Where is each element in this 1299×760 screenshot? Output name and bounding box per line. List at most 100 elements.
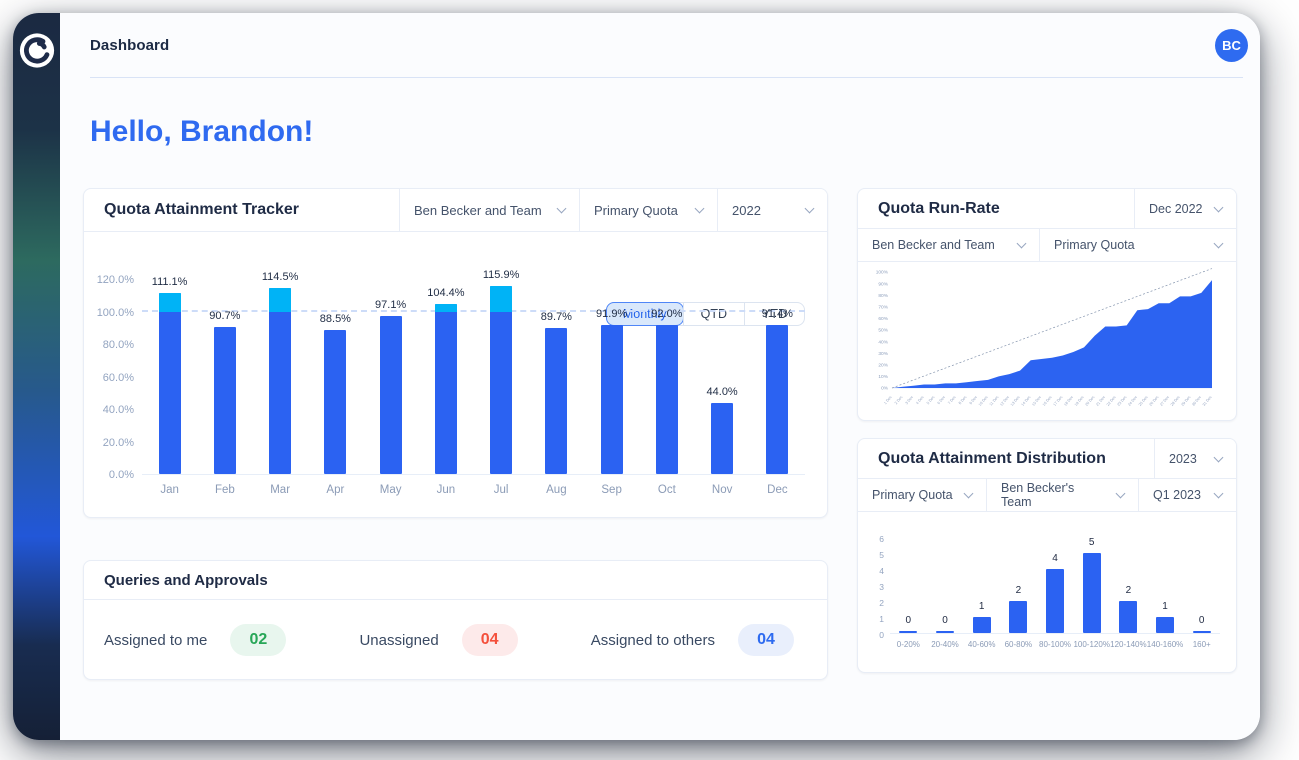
x-axis-label: 120-140%: [1110, 640, 1147, 649]
x-axis-label: 40-60%: [967, 640, 996, 649]
x-axis-label: 11 Dec: [989, 395, 1000, 407]
runrate-quota-value: Primary Quota: [1054, 238, 1135, 252]
top-bar: Dashboard BC: [60, 13, 1260, 77]
bar-column-20-40%: 0: [927, 538, 964, 633]
plot-area: 0 0 1 2 4 5 2 1 0 0-20% 20-40% 40-60% 60-80% 80-100%…: [890, 537, 1220, 649]
bar: [213, 326, 236, 474]
bar-value-label: 2: [1125, 585, 1132, 596]
x-axis-label: Nov: [711, 484, 733, 496]
x-axis-label: 24 Dec: [1127, 395, 1138, 407]
dist-quota-dropdown[interactable]: Primary Quota: [858, 479, 986, 511]
y-axis-tick: 50%: [878, 328, 888, 334]
bar: [1156, 617, 1175, 633]
target-100-line: [142, 309, 805, 312]
dist-quota-value: Primary Quota: [872, 488, 953, 502]
bar-column-May: 97.1%: [363, 280, 418, 474]
x-axis-label: 20 Dec: [1085, 395, 1096, 407]
x-axis-label: 16 Dec: [1042, 395, 1053, 407]
bar-column-Jul: 115.9%: [474, 269, 529, 474]
x-axis-label: Apr: [326, 484, 345, 496]
bar-value-label: 4: [1052, 553, 1058, 564]
target-pace-dashed-line: [891, 268, 1213, 389]
sidebar: [13, 13, 60, 740]
app-logo-icon[interactable]: [18, 32, 55, 69]
bar-column-Nov: 44.0%: [695, 280, 750, 474]
y-axis-tick: 40%: [878, 339, 888, 345]
year-filter-value: 2022: [732, 202, 761, 218]
x-axis-label: 3 Dec: [905, 395, 915, 405]
y-axis-tick: 100.0%: [96, 306, 134, 319]
y-axis-tick: 0%: [881, 386, 889, 392]
bar-column-100-120%: 5: [1073, 537, 1110, 633]
x-axis-label: Mar: [270, 484, 291, 496]
y-axis-tick: 4: [879, 566, 884, 576]
x-axis-label: 1 Dec: [883, 395, 893, 405]
x-axis-label: Sep: [601, 484, 622, 496]
queries-card-body: Assigned to me 02 Unassigned 04 Assigned…: [84, 600, 827, 679]
bar-overflow-segment: [490, 285, 513, 312]
bar-column-Dec: 91.4%: [750, 280, 805, 474]
bar-value-label: 44.0%: [706, 385, 738, 398]
x-axis-label: 9 Dec: [969, 395, 979, 405]
bars-plot: 0 0 1 2 4 5 2 1 0: [890, 537, 1220, 634]
chevron-down-icon: [1016, 238, 1027, 249]
runrate-team-value: Ben Becker and Team: [872, 238, 995, 252]
bar-column-Oct: 92.0%: [639, 280, 694, 474]
dist-period-dropdown[interactable]: Q1 2023: [1138, 479, 1236, 511]
user-avatar[interactable]: BC: [1215, 28, 1248, 62]
queries-card-header: Queries and Approvals: [84, 561, 827, 600]
dashboard-grid: Quota Attainment Tracker Ben Becker and …: [83, 188, 1243, 680]
runrate-filter-row: Ben Becker and Team Primary Quota: [858, 229, 1236, 262]
x-axis-label: 30 Dec: [1191, 395, 1202, 407]
count-badge-blue: 04: [737, 624, 794, 656]
runrate-team-dropdown[interactable]: Ben Becker and Team: [858, 229, 1039, 261]
x-axis-label: Jul: [493, 484, 509, 496]
stat-unassigned: Unassigned 04: [359, 624, 518, 656]
quota-filter-value: Primary Quota: [594, 202, 678, 218]
y-axis-tick: 60.0%: [102, 371, 134, 384]
page-title: Dashboard: [90, 36, 170, 54]
x-axis-label: 22 Dec: [1106, 395, 1117, 407]
dist-filter-row: Primary Quota Ben Becker's Team Q1 2023: [858, 479, 1236, 512]
bar-value-label: 115.9%: [482, 268, 520, 281]
bars-plot: 111.1% 90.7% 114.5% 88.5% 97.1% 104.4% 115.9% 8…: [142, 269, 805, 475]
count-badge-red: 04: [461, 624, 518, 656]
team-filter-dropdown[interactable]: Ben Becker and Team: [399, 189, 579, 231]
greeting-heading: Hello, Brandon!: [90, 115, 314, 148]
x-axis-label: 0-20%: [896, 640, 920, 649]
dist-team-dropdown[interactable]: Ben Becker's Team: [986, 479, 1138, 511]
year-filter-dropdown[interactable]: 2022: [717, 189, 827, 231]
bar-overflow-segment: [434, 304, 457, 312]
x-axis-label: 160+: [1192, 640, 1211, 649]
run-rate-area-chart: 100% 90% 80% 70% 60% 50% 40% 30% 20% 10% 0% 1 Dec 2 …: [858, 262, 1236, 420]
runrate-quota-dropdown[interactable]: Primary Quota: [1039, 229, 1236, 261]
bar-column-Jun: 104.4%: [418, 280, 473, 474]
bar-column-40-60%: 1: [963, 538, 1000, 633]
bar-value-label: 88.5%: [319, 313, 351, 326]
team-filter-value: Ben Becker and Team: [414, 202, 542, 218]
tracker-card-title: Quota Attainment Tracker: [104, 201, 300, 218]
bar: [269, 287, 292, 474]
chevron-down-icon: [1213, 238, 1224, 249]
bar: [972, 617, 991, 633]
dist-card-title: Quota Attainment Distribution: [878, 449, 1106, 467]
bar: [324, 330, 347, 474]
chevron-down-icon: [1213, 488, 1224, 499]
bar-value-label: 2: [1015, 585, 1022, 596]
x-axis-label: 8 Dec: [958, 395, 968, 405]
x-axis-label: 140-160%: [1146, 640, 1184, 649]
quota-filter-dropdown[interactable]: Primary Quota: [579, 189, 717, 231]
bar-value-label: 114.5%: [261, 270, 299, 283]
runrate-card-title: Quota Run-Rate: [878, 199, 1000, 217]
x-axis-label: 5 Dec: [926, 395, 936, 405]
dist-year-dropdown[interactable]: 2023: [1154, 439, 1236, 478]
runrate-period-dropdown[interactable]: Dec 2022: [1134, 189, 1236, 228]
x-axis-labels: Jan Feb Mar Apr May Jun Jul Aug Sep Oct Nov Dec: [142, 484, 805, 496]
bar-value-label: 1: [1162, 601, 1168, 612]
count-badge-green: 02: [230, 624, 287, 656]
y-axis-tick: 5: [879, 550, 884, 560]
bar: [1009, 601, 1028, 633]
bar-column-Feb: 90.7%: [197, 280, 252, 474]
x-axis-label: 15 Dec: [1031, 395, 1042, 407]
dist-team-value: Ben Becker's Team: [1001, 481, 1075, 509]
